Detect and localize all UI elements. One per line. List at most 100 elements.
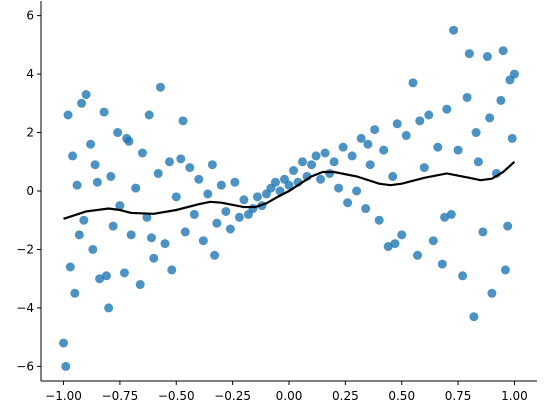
point <box>365 160 375 170</box>
point <box>446 209 456 219</box>
point <box>449 25 459 35</box>
point <box>101 271 111 281</box>
x-tick-label: 0.25 <box>332 389 359 403</box>
point <box>363 139 373 149</box>
point <box>401 130 411 140</box>
point <box>338 142 348 152</box>
point <box>167 265 177 275</box>
point <box>503 221 513 231</box>
point <box>500 265 510 275</box>
point <box>70 288 80 298</box>
point <box>352 186 362 196</box>
point <box>119 268 129 278</box>
point <box>471 128 481 138</box>
point <box>498 46 508 56</box>
point <box>507 133 517 143</box>
point <box>144 110 154 120</box>
point <box>458 271 468 281</box>
point <box>356 133 366 143</box>
point <box>126 230 136 240</box>
point <box>462 92 472 102</box>
x-tick-label: 0.75 <box>445 389 472 403</box>
x-tick-label: −0.75 <box>102 389 139 403</box>
point <box>453 145 463 155</box>
point <box>298 157 308 167</box>
point <box>239 195 249 205</box>
point <box>325 168 335 178</box>
point <box>347 151 357 161</box>
point <box>88 244 98 254</box>
point <box>415 116 425 126</box>
point <box>61 361 71 371</box>
point <box>374 215 384 225</box>
y-tick-label: 4 <box>26 67 34 81</box>
x-tick-label: −0.25 <box>214 389 251 403</box>
point <box>234 212 244 222</box>
point <box>379 145 389 155</box>
point <box>207 160 217 170</box>
point <box>442 104 452 114</box>
point <box>397 230 407 240</box>
point <box>509 69 519 79</box>
point <box>178 116 188 126</box>
point <box>104 303 114 313</box>
point <box>171 192 181 202</box>
point <box>248 204 258 214</box>
point <box>160 239 170 249</box>
point <box>383 242 393 252</box>
point <box>142 212 152 222</box>
point <box>320 148 330 158</box>
y-tick-label: 2 <box>26 126 34 140</box>
point <box>482 52 492 62</box>
point <box>469 312 479 322</box>
point <box>496 95 506 105</box>
point <box>487 288 497 298</box>
point <box>437 259 447 269</box>
point <box>90 160 100 170</box>
point <box>485 113 495 123</box>
point <box>307 160 317 170</box>
x-tick-label: 1.00 <box>501 389 528 403</box>
point <box>390 239 400 249</box>
point <box>86 139 96 149</box>
point <box>189 209 199 219</box>
point <box>388 171 398 181</box>
point <box>334 183 344 193</box>
x-tick-label: 0.50 <box>388 389 415 403</box>
point <box>230 177 240 187</box>
point <box>225 224 235 234</box>
point <box>149 253 159 263</box>
point <box>419 163 429 173</box>
fit-line <box>63 160 516 220</box>
point <box>329 157 339 167</box>
point <box>433 142 443 152</box>
point <box>63 110 73 120</box>
point <box>221 206 231 216</box>
point <box>68 151 78 161</box>
point <box>424 110 434 120</box>
point <box>77 98 87 108</box>
point <box>131 183 141 193</box>
point <box>413 250 423 260</box>
y-tick-label: −4 <box>16 301 34 315</box>
point <box>392 119 402 129</box>
point <box>203 189 213 199</box>
point <box>275 186 285 196</box>
point <box>311 151 321 161</box>
point <box>198 236 208 246</box>
point <box>210 250 220 260</box>
point <box>79 215 89 225</box>
point <box>252 192 262 202</box>
point <box>92 177 102 187</box>
x-tick-label: 0.00 <box>276 389 303 403</box>
y-tick-label: 0 <box>26 184 34 198</box>
point <box>65 262 75 272</box>
point <box>124 136 134 146</box>
point <box>81 90 91 100</box>
point <box>194 174 204 184</box>
point <box>478 227 488 237</box>
point <box>155 82 165 92</box>
point <box>361 204 371 214</box>
point <box>176 154 186 164</box>
